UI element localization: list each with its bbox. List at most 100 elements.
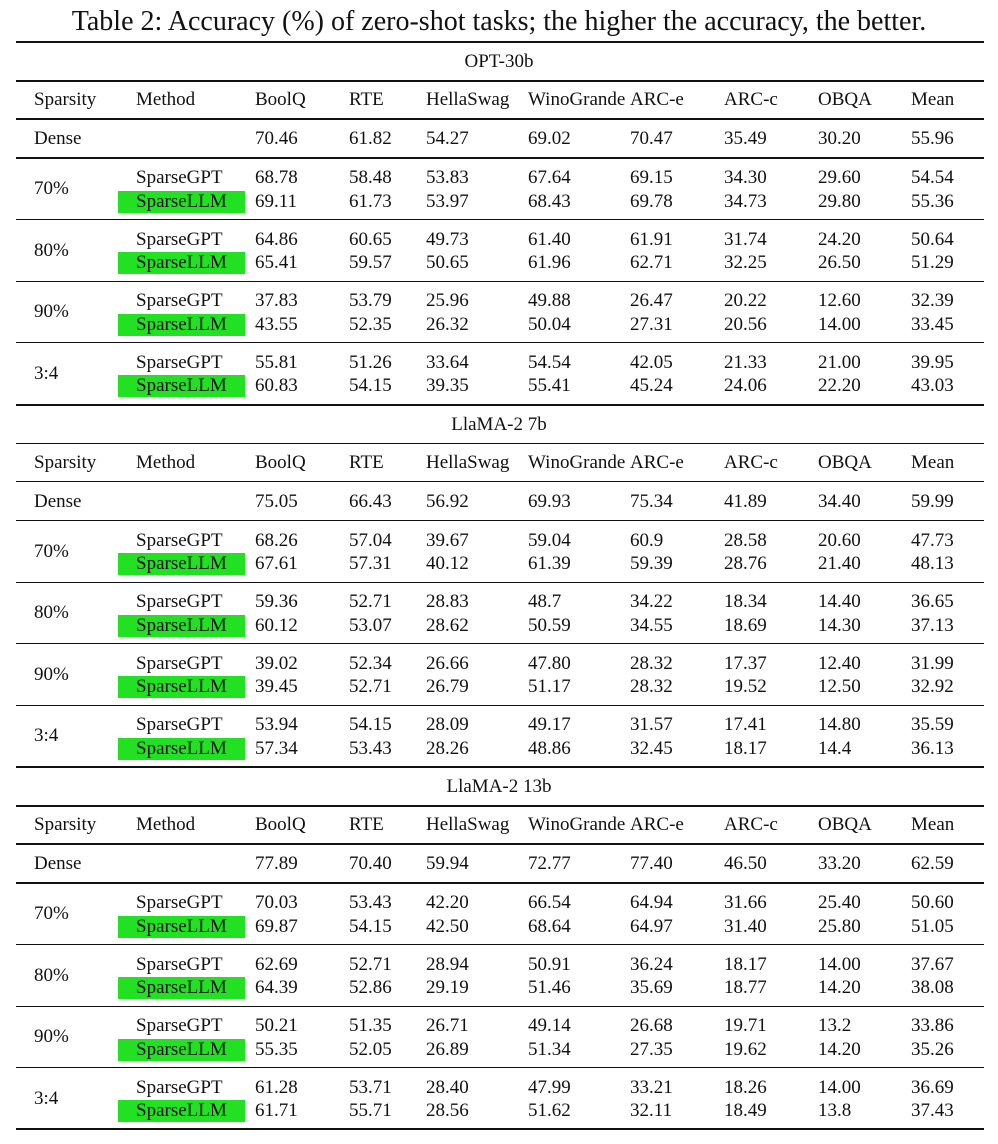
cell: 62.59 [911, 853, 954, 874]
cell: 67.61 [255, 553, 298, 574]
cell: 28.83 [426, 591, 469, 613]
rule [16, 342, 984, 344]
cell: 39.95 [911, 351, 954, 373]
cell: 51.05 [911, 915, 954, 937]
cell: 54.54 [911, 167, 954, 188]
cell: 46.50 [724, 853, 767, 874]
cell: 67.64 [528, 167, 571, 188]
cell: 75.05 [255, 490, 298, 512]
cell: 36.65 [911, 591, 954, 613]
cell: 27.35 [630, 1038, 673, 1060]
cell: 52.71 [349, 953, 392, 975]
column-header: WinoGrande [528, 814, 626, 835]
cell: 53.79 [349, 290, 392, 312]
cell: 28.26 [426, 737, 469, 759]
column-header: ARC-e [630, 89, 684, 110]
cell: 12.60 [818, 290, 861, 312]
sparsity: 3:4 [34, 725, 59, 747]
cell: 17.37 [724, 652, 767, 674]
cell: 42.20 [426, 892, 469, 913]
cell: 21.33 [724, 351, 767, 373]
section-title: OPT-30b [464, 51, 534, 72]
cell: 75.34 [630, 490, 673, 512]
cell: 61.96 [528, 252, 571, 274]
cell: 34.55 [630, 614, 673, 636]
cell: 70.03 [255, 892, 298, 913]
cell: 51.17 [528, 676, 571, 698]
cell: 28.62 [426, 614, 469, 636]
method: SparseGPT [136, 529, 223, 551]
method: SparseLLM [118, 915, 245, 938]
cell: 37.83 [255, 290, 298, 312]
sparsity: Dense [34, 490, 82, 512]
cell: 70.47 [630, 128, 673, 149]
cell: 55.71 [349, 1100, 392, 1122]
cell: 19.62 [724, 1038, 767, 1060]
method: SparseLLM [118, 252, 245, 275]
method: SparseGPT [136, 953, 223, 975]
cell: 64.97 [630, 915, 673, 937]
cell: 18.17 [724, 953, 767, 975]
cell: 51.26 [349, 351, 392, 373]
cell: 42.05 [630, 351, 673, 373]
rule [16, 1067, 984, 1069]
cell: 37.43 [911, 1100, 954, 1122]
cell: 51.34 [528, 1038, 571, 1060]
cell: 31.66 [724, 892, 767, 913]
cell: 21.00 [818, 351, 861, 373]
rule [16, 219, 984, 221]
method: SparseGPT [136, 167, 223, 188]
cell: 19.52 [724, 676, 767, 698]
cell: 31.40 [724, 915, 767, 937]
method: SparseLLM [118, 1038, 245, 1061]
sparsity: 70% [34, 903, 69, 924]
cell: 21.40 [818, 553, 861, 574]
cell: 52.71 [349, 676, 392, 698]
cell: 34.30 [724, 167, 767, 188]
cell: 47.73 [911, 529, 954, 551]
section-title: LlaMA-2 7b [451, 413, 547, 435]
cell: 32.25 [724, 252, 767, 274]
cell: 13.8 [818, 1100, 852, 1122]
cell: 66.43 [349, 490, 392, 512]
cell: 28.76 [724, 553, 767, 574]
cell: 43.55 [255, 313, 298, 335]
column-header: ARC-c [724, 89, 778, 110]
rule [16, 805, 984, 807]
method: SparseLLM [118, 737, 245, 760]
cell: 14.80 [818, 714, 861, 736]
cell: 68.78 [255, 167, 298, 188]
cell: 29.19 [426, 977, 469, 999]
cell: 17.41 [724, 714, 767, 736]
method: SparseLLM [118, 190, 245, 213]
cell: 69.78 [630, 190, 673, 212]
column-header: Method [136, 451, 196, 473]
cell: 28.94 [426, 953, 469, 975]
cell: 69.11 [255, 190, 298, 212]
cell: 42.50 [426, 915, 469, 937]
cell: 28.56 [426, 1100, 469, 1122]
column-header: OBQA [818, 814, 872, 835]
cell: 35.69 [630, 977, 673, 999]
rule [16, 519, 984, 522]
cell: 39.35 [426, 375, 469, 397]
column-header: ARC-c [724, 451, 778, 473]
column-header: Sparsity [34, 814, 97, 835]
sparsity: 90% [34, 301, 69, 323]
cell: 53.07 [349, 614, 392, 636]
cell: 59.39 [630, 553, 673, 574]
method: SparseGPT [136, 290, 223, 312]
cell: 35.59 [911, 714, 954, 736]
column-header: BoolQ [255, 89, 306, 110]
cell: 54.54 [528, 351, 571, 373]
sparsity: 90% [34, 1026, 69, 1048]
rule [16, 944, 984, 946]
cell: 18.77 [724, 977, 767, 999]
cell: 52.86 [349, 977, 392, 999]
rule [16, 766, 984, 768]
sparsity: 3:4 [34, 1087, 59, 1109]
cell: 50.59 [528, 614, 571, 636]
cell: 28.58 [724, 529, 767, 551]
sparsity: 80% [34, 239, 69, 261]
cell: 33.21 [630, 1076, 673, 1098]
